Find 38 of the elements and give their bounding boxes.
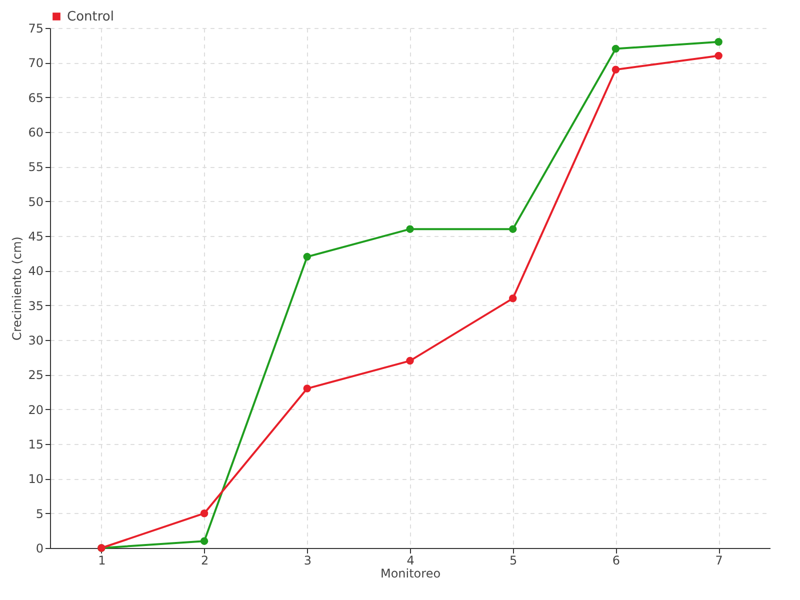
point [406, 225, 414, 233]
x-tick-label: 4 [406, 554, 414, 568]
y-tick-label: 65 [28, 90, 44, 105]
x-tick-label: 7 [715, 554, 723, 568]
point [406, 356, 414, 365]
point [612, 66, 620, 74]
point [200, 509, 208, 518]
y-tick-label: 40 [28, 264, 44, 278]
y-tick-label: 30 [28, 334, 44, 348]
y-tick-label: 20 [28, 402, 44, 417]
y-tick-label: 5 [36, 506, 44, 521]
x-tick-label: 1 [98, 554, 106, 568]
point [303, 252, 312, 261]
y-tick-label: 70 [28, 56, 44, 70]
point [508, 294, 517, 302]
y-axis-title: Crecimiento (cm) [10, 236, 24, 340]
x-tick-label: 6 [612, 554, 620, 568]
legend-label: Control [67, 10, 114, 24]
point [714, 52, 722, 60]
x-tick-label: 2 [200, 554, 209, 568]
point [200, 537, 208, 545]
y-tick-label: 15 [28, 438, 44, 452]
point [508, 225, 517, 233]
y-tick-label: 75 [28, 22, 44, 36]
point [714, 38, 722, 46]
point [612, 44, 620, 53]
y-tick-label: 55 [28, 160, 44, 174]
y-tick-label: 45 [28, 230, 44, 244]
y-tick-label: 25 [28, 368, 44, 382]
y-tick-label: 35 [28, 298, 44, 313]
x-axis-title: Monitoreo [380, 566, 441, 580]
y-tick-label: 60 [28, 126, 44, 140]
y-tick-label: 10 [28, 472, 44, 486]
point [303, 384, 312, 392]
x-tick-label: 5 [510, 554, 518, 568]
x-tick-label: 3 [304, 554, 312, 568]
y-tick-label: 50 [28, 194, 44, 209]
y-tick-label: 0 [36, 542, 44, 556]
